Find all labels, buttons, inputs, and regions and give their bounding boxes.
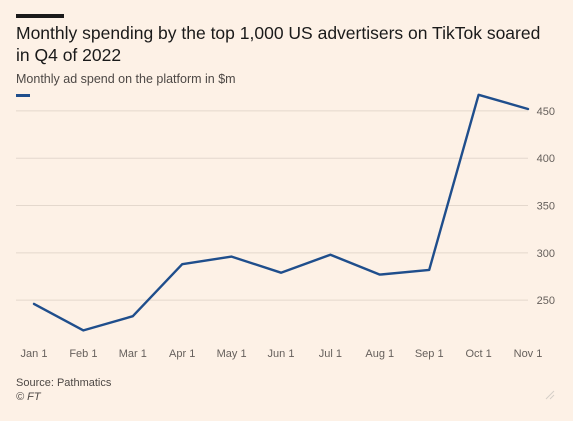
- chart-subtitle: Monthly ad spend on the platform in $m: [16, 72, 236, 86]
- source-note: Source: Pathmatics: [16, 377, 112, 389]
- x-tick-label: Oct 1: [465, 348, 491, 360]
- y-tick-label: 250: [537, 295, 555, 307]
- credit-note: © FT: [16, 391, 41, 403]
- chart-title: Monthly spending by the top 1,000 US adv…: [16, 23, 541, 65]
- resize-handle-icon: [545, 390, 555, 400]
- x-tick-label: Mar 1: [119, 348, 147, 360]
- y-tick-label: 350: [537, 201, 555, 213]
- series-line-ad-spend: [32, 93, 530, 332]
- x-tick-label: May 1: [217, 348, 247, 360]
- x-tick-label: Jul 1: [319, 348, 342, 360]
- x-tick-label: Apr 1: [169, 348, 195, 360]
- y-tick-label: 400: [537, 153, 555, 165]
- x-tick-label: Jun 1: [268, 348, 295, 360]
- x-tick-label: Sep 1: [415, 348, 444, 360]
- data-points: [33, 94, 529, 331]
- x-tick-labels: Jan 1 Feb 1 Mar 1 Apr 1 May 1 Jun 1 Jul 1 Aug 1…: [21, 348, 543, 360]
- title-rule: [16, 14, 64, 18]
- y-tick-labels: 250 300 350 400 450: [537, 106, 555, 307]
- x-tick-label: Jan 1: [21, 348, 48, 360]
- x-tick-label: Aug 1: [365, 348, 394, 360]
- x-tick-label: Nov 1: [514, 348, 543, 360]
- series-legend-swatch: [16, 94, 30, 97]
- gridlines: [16, 110, 528, 301]
- x-tick-label: Feb 1: [69, 348, 97, 360]
- y-tick-label: 450: [537, 106, 555, 118]
- y-tick-label: 300: [537, 248, 555, 260]
